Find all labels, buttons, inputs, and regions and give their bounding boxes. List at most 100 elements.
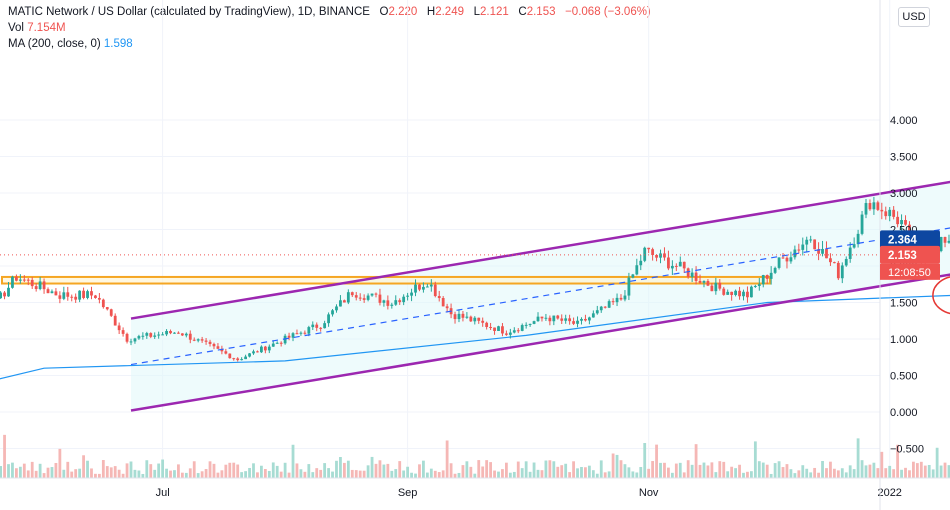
volume-bar xyxy=(275,465,279,478)
candle-body xyxy=(169,330,172,334)
candle-body xyxy=(15,276,18,281)
volume-bar xyxy=(769,473,773,478)
candle-body xyxy=(572,321,575,324)
currency-button[interactable]: USD xyxy=(898,7,930,27)
volume-label: Vol xyxy=(8,22,24,34)
volume-bar xyxy=(291,444,295,478)
volume-bar xyxy=(540,470,544,478)
volume-bar xyxy=(651,461,655,478)
legend-volume-row[interactable]: Vol 7.154M xyxy=(8,22,66,34)
candle-body xyxy=(599,306,603,311)
candle-body xyxy=(872,202,876,210)
volume-bar xyxy=(7,464,10,478)
volume-bar xyxy=(864,465,868,478)
symbol-title[interactable]: MATIC Network / US Dollar (calculated by… xyxy=(8,6,370,18)
candle-body xyxy=(248,353,251,357)
candle-body xyxy=(228,353,232,359)
volume-bar xyxy=(109,467,113,478)
candle-body xyxy=(342,300,346,303)
candle-body xyxy=(113,315,117,326)
low-label: L xyxy=(473,6,480,18)
candle-body xyxy=(145,333,149,336)
volume-bar xyxy=(892,469,896,478)
volume-bar xyxy=(805,468,809,478)
candle-body xyxy=(350,292,354,296)
candle-body xyxy=(785,257,789,262)
volume-bar xyxy=(667,467,670,478)
candle-body xyxy=(643,247,647,261)
volume-bar xyxy=(797,470,801,478)
candle-body xyxy=(501,326,504,334)
high-label: H xyxy=(426,6,436,18)
low-value: 2.121 xyxy=(480,6,509,18)
candle-body xyxy=(354,295,358,298)
candle-body xyxy=(220,348,224,352)
candle-body xyxy=(441,298,445,307)
volume-bar xyxy=(74,469,78,478)
volume-bar xyxy=(481,466,485,478)
candle-body xyxy=(896,216,900,225)
volume-bar xyxy=(595,473,599,478)
volume-bar xyxy=(497,471,500,478)
volume-bar xyxy=(505,462,508,478)
volume-bar xyxy=(105,466,109,478)
volume-bar xyxy=(947,465,950,478)
candle-body xyxy=(722,288,726,295)
legend-title-row: MATIC Network / US Dollar (calculated by… xyxy=(8,6,651,18)
volume-bar xyxy=(441,470,445,478)
volume-bar xyxy=(832,468,836,478)
volume-bar xyxy=(346,460,350,478)
change-value: −0.068 (−3.06%) xyxy=(565,6,651,18)
candle-body xyxy=(291,333,295,338)
annotations xyxy=(932,276,950,315)
candle-body xyxy=(773,267,777,273)
volume-bar xyxy=(520,468,524,478)
close-label: C xyxy=(518,6,527,18)
volume-bar xyxy=(734,468,737,478)
legend-ma-row[interactable]: MA (200, close, 0) 1.598 xyxy=(8,38,133,50)
volume-bar xyxy=(386,463,390,478)
candle-body xyxy=(548,317,552,322)
volume-bar xyxy=(220,470,224,478)
volume-bar xyxy=(200,471,204,478)
candle-body xyxy=(623,295,627,300)
volume-bar xyxy=(331,471,334,478)
candle-body xyxy=(173,332,176,334)
volume-bar xyxy=(765,464,769,478)
volume-bar xyxy=(196,473,200,478)
candle-body xyxy=(256,351,259,353)
candle-body xyxy=(267,346,271,351)
volume-bar xyxy=(761,462,765,478)
volume-bar xyxy=(738,464,741,478)
candle-body xyxy=(34,286,38,290)
candle-body xyxy=(295,333,299,335)
candle-body xyxy=(30,279,34,287)
candle-body xyxy=(797,249,801,251)
volume-bar xyxy=(489,462,492,478)
volume-bar xyxy=(477,460,481,478)
volume-bar xyxy=(888,465,892,478)
candle-body xyxy=(615,297,619,303)
volume-bar xyxy=(101,460,105,478)
candle-body xyxy=(406,295,410,297)
candle-body xyxy=(101,299,105,308)
candle-body xyxy=(42,281,46,290)
candle-body xyxy=(576,320,579,324)
candle-body xyxy=(429,284,433,287)
volume-bar xyxy=(418,464,421,478)
candle-body xyxy=(18,279,22,281)
volume-bar xyxy=(402,470,406,478)
candle-body xyxy=(536,316,540,322)
candle-body xyxy=(750,286,753,298)
volume-bar xyxy=(374,463,378,478)
volume-bar xyxy=(358,470,362,478)
volume-bar xyxy=(781,467,785,478)
volume-bar xyxy=(469,466,473,478)
candle-body xyxy=(70,296,74,298)
volume-bar xyxy=(315,468,319,478)
candle-body xyxy=(817,249,820,254)
volume-bar xyxy=(900,469,903,478)
candle-body xyxy=(105,307,109,310)
candle-body xyxy=(188,333,192,340)
